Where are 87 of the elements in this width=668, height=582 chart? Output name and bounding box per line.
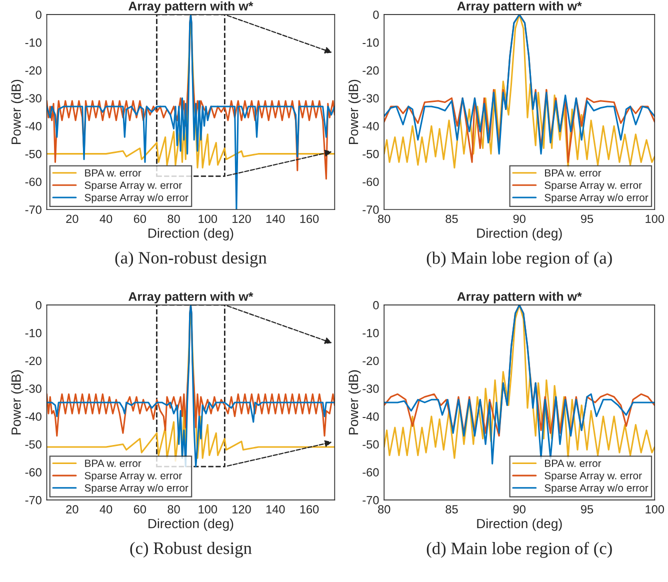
chart-title: Array pattern with w* (457, 1, 582, 13)
y-tick-label: -20 (25, 66, 42, 75)
y-tick-label: -40 (25, 412, 42, 421)
text: (c) Robust design (130, 542, 252, 558)
y-tick-label: -50 (25, 440, 42, 449)
text: (b) Main lobe region of (a) (426, 251, 612, 268)
x-tick-label: 140 (266, 505, 285, 514)
x-tick-label: 80 (168, 214, 180, 224)
y-tick-label: -30 (362, 384, 379, 393)
y-tick-label: -70 (25, 206, 42, 214)
x-tick-label: 120 (232, 505, 251, 514)
x-axis-title: Direction (deg) (148, 228, 234, 240)
y-tick-label: -40 (362, 122, 379, 130)
y-tick-label: -60 (362, 178, 379, 186)
chart-title: Array pattern with w* (128, 292, 254, 304)
y-tick-label: -40 (362, 412, 379, 421)
y-tick-label: -70 (362, 206, 379, 214)
x-tick-label: 95 (580, 214, 594, 224)
y-tick-label: -60 (25, 468, 42, 476)
x-tick-label: 20 (66, 505, 78, 514)
y-tick-label: 0 (373, 301, 379, 310)
legend-label: BPA w. error (85, 169, 142, 177)
y-tick-label: -40 (25, 122, 42, 130)
y-tick-label: 0 (36, 301, 42, 310)
x-tick-label: 100 (198, 505, 218, 514)
x-tick-label: 100 (198, 214, 218, 224)
x-tick-label: 90 (513, 214, 526, 224)
y-tick-label: -50 (25, 150, 42, 158)
y-tick-label: -60 (362, 468, 379, 476)
y-tick-label: -60 (25, 178, 42, 186)
y-axis-title: Power (dB) (348, 80, 361, 144)
legend-label: Sparse Array w. error (84, 472, 182, 482)
x-tick-label: 40 (100, 505, 112, 514)
legend-label: BPA w. error (85, 460, 142, 467)
y-tick-label: -10 (25, 38, 42, 47)
chart-title: Array pattern with w* (128, 1, 254, 13)
y-tick-label: -50 (362, 150, 379, 158)
x-tick-label: 80 (378, 214, 390, 224)
legend-label: Sparse Array w. error (544, 182, 642, 191)
x-tick-label: 60 (134, 505, 146, 514)
legend-label: Sparse Array w. error (84, 182, 182, 191)
x-axis-title: Direction (deg) (477, 518, 562, 531)
x-axis-title: Direction (deg) (477, 228, 562, 240)
y-tick-label: 0 (373, 10, 379, 19)
y-tick-label: -30 (25, 384, 42, 393)
y-tick-label: 0 (36, 10, 42, 19)
x-tick-label: 85 (446, 214, 458, 224)
legend-label: Sparse Array w/o error (544, 194, 648, 204)
legend-label: Sparse Array w/o error (84, 194, 188, 204)
y-tick-label: -10 (362, 328, 379, 338)
x-axis-title: Direction (deg) (148, 518, 234, 531)
y-axis-title: Power (dB) (348, 370, 361, 434)
x-tick-label: 80 (168, 505, 180, 514)
x-tick-label: 160 (300, 214, 319, 224)
line-series (46, 14, 335, 210)
chart-title: Array pattern with w* (457, 292, 582, 304)
y-tick-label: -20 (25, 356, 42, 366)
y-tick-label: -20 (362, 356, 379, 366)
legend-label: BPA w. error (545, 460, 602, 467)
x-tick-label: 120 (232, 214, 251, 224)
x-tick-label: 90 (513, 505, 526, 514)
x-tick-label: 140 (266, 214, 285, 224)
legend-label: BPA w. error (545, 169, 602, 177)
x-tick-label: 100 (646, 505, 664, 514)
y-axis-title: Power (dB) (11, 370, 24, 434)
x-tick-label: 85 (446, 505, 458, 514)
x-tick-label: 40 (100, 214, 112, 224)
legend-label: Sparse Array w/o error (84, 484, 188, 494)
text: (d) Main lobe region of (c) (426, 542, 612, 558)
y-tick-label: -30 (362, 94, 379, 102)
x-tick-label: 100 (646, 214, 664, 224)
y-tick-label: -20 (362, 66, 379, 75)
legend-label: Sparse Array w/o error (544, 484, 648, 494)
y-tick-label: -10 (25, 328, 42, 338)
x-tick-label: 80 (378, 505, 390, 514)
x-tick-label: 160 (300, 505, 319, 514)
text: (a) Non-robust design (115, 251, 267, 268)
y-tick-label: -50 (362, 440, 379, 449)
x-tick-label: 60 (134, 214, 146, 224)
y-tick-label: -70 (362, 496, 379, 504)
y-tick-label: -30 (25, 94, 42, 102)
legend-label: Sparse Array w. error (544, 472, 642, 482)
y-tick-label: -10 (362, 38, 379, 47)
x-tick-label: 95 (580, 505, 594, 514)
y-tick-label: -70 (25, 496, 42, 504)
y-axis-title: Power (dB) (11, 80, 24, 144)
x-tick-label: 20 (66, 214, 78, 224)
